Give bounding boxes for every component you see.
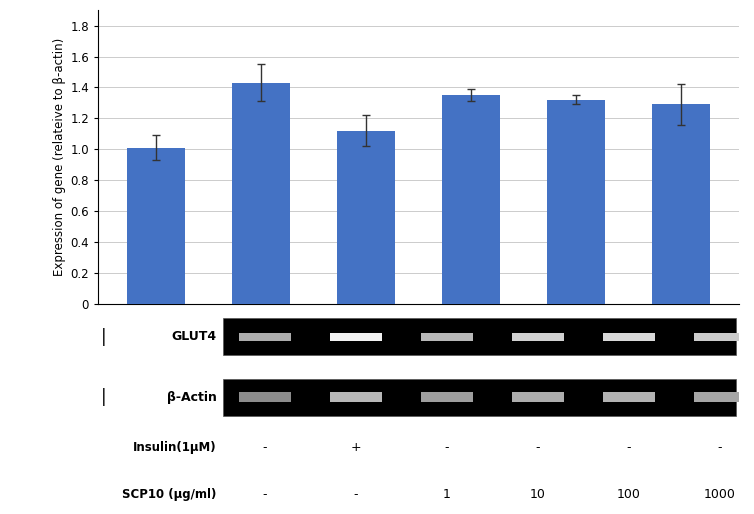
Text: 1000: 1000	[703, 488, 736, 501]
Bar	[694, 333, 746, 341]
Bar	[602, 392, 654, 402]
Bar	[602, 333, 654, 341]
Bar	[239, 333, 290, 341]
Text: |: |	[101, 328, 107, 346]
Text: -: -	[354, 488, 358, 501]
Text: -: -	[627, 441, 631, 454]
Bar	[127, 148, 185, 304]
Bar	[442, 95, 500, 304]
Text: 100: 100	[617, 488, 641, 501]
Bar	[547, 100, 605, 304]
Text: +: +	[351, 441, 361, 454]
Bar	[421, 392, 473, 402]
Bar	[329, 333, 382, 341]
Text: -: -	[535, 441, 540, 454]
Bar	[694, 392, 746, 402]
Bar	[223, 318, 736, 355]
Bar	[421, 333, 473, 341]
Text: SCP10 (μg/ml): SCP10 (μg/ml)	[122, 488, 216, 501]
Text: β-Actin: β-Actin	[167, 391, 216, 403]
Bar	[337, 131, 395, 304]
Bar	[512, 392, 563, 402]
Text: -: -	[444, 441, 449, 454]
Text: 1: 1	[443, 488, 451, 501]
Bar	[232, 83, 290, 304]
Y-axis label: Expression of gene (relateive to β-actin): Expression of gene (relateive to β-actin…	[53, 38, 66, 276]
Bar	[512, 333, 563, 341]
Bar	[652, 104, 710, 304]
Text: GLUT4: GLUT4	[171, 331, 216, 343]
Bar	[239, 392, 290, 402]
Bar	[223, 379, 736, 416]
Text: 10: 10	[530, 488, 546, 501]
Text: -: -	[718, 441, 722, 454]
Text: -: -	[262, 441, 267, 454]
Text: -: -	[262, 488, 267, 501]
Text: |: |	[101, 388, 107, 406]
Bar	[329, 392, 382, 402]
Text: Insulin(1μM): Insulin(1μM)	[133, 441, 216, 454]
